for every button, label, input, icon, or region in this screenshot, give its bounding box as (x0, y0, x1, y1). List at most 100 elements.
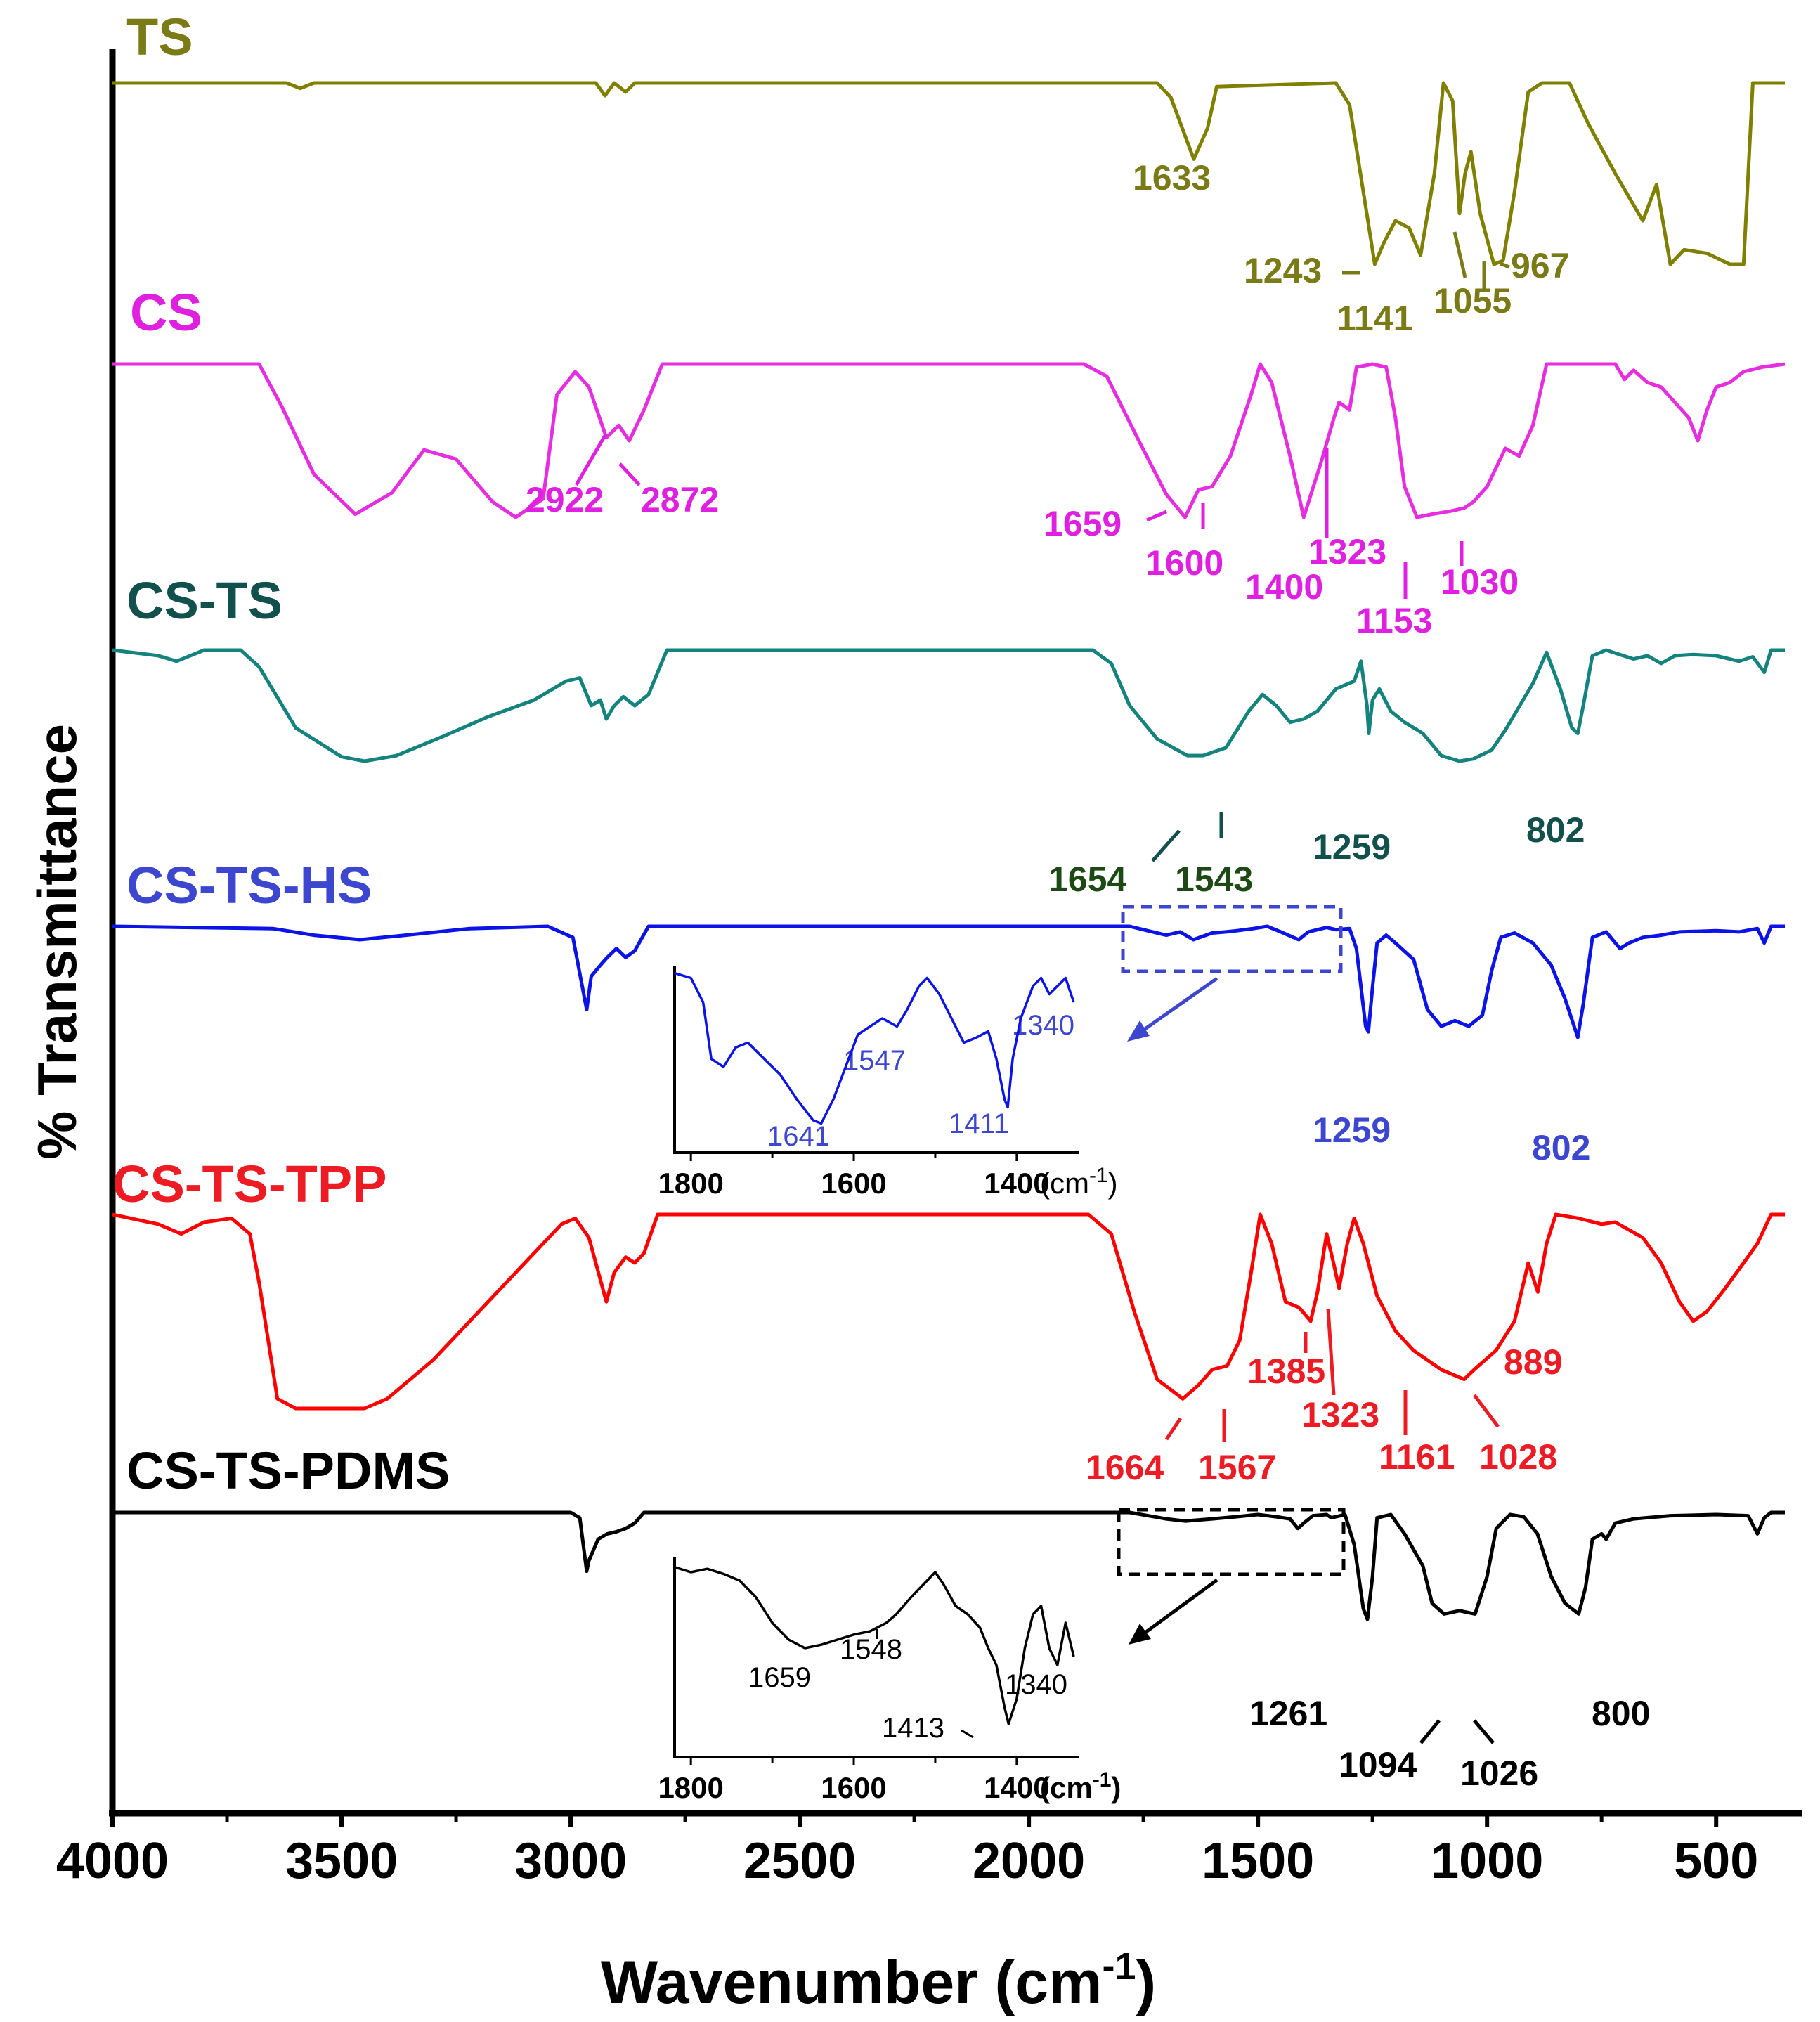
peak-leader (1419, 1719, 1441, 1744)
inset-hs-ticks: 1800 1600 1400 (658, 1153, 1050, 1200)
peak-label: 1659 (1044, 504, 1122, 543)
peak-label: 1028 (1479, 1437, 1557, 1477)
peak-label: 1633 (1133, 158, 1211, 197)
peak-label: 1411 (949, 1108, 1009, 1139)
x-axis-label-text: Wavenumber (cm (601, 1949, 1103, 2016)
spectrum-line-cs-ts-pdms (112, 1510, 1785, 1621)
zoom-arrowhead-hs (1127, 1020, 1150, 1042)
peak-leader (1151, 829, 1181, 862)
peak-label: 1340 (1005, 1669, 1067, 1700)
inset-hs: 1800 1600 1400 (cm-1) 1641 1547 1411 1340 (658, 966, 1118, 1200)
x-axis-label-sup: -1 (1103, 1945, 1136, 1988)
peak-label: 802 (1526, 810, 1585, 850)
cs-ts-tpp-peak-labels: 1385 1323 889 1664 1567 1161 1028 (1086, 1342, 1562, 1487)
spectrum-line-cs (112, 362, 1786, 519)
peak-label: 1659 (748, 1662, 811, 1693)
zoom-region-hs (1121, 905, 1343, 973)
series-label-cs-ts-pdms: CS-TS-PDMS (126, 1441, 450, 1500)
peak-leader (1164, 1417, 1183, 1441)
ts-peak-leaders (1342, 231, 1510, 292)
inset-pdms-ticks: 1800 1600 1400 (658, 1757, 1050, 1804)
inset-unit-text: (cm (1040, 1167, 1089, 1200)
x-tick-label: 1500 (1202, 1833, 1314, 1889)
peak-label: 2922 (526, 480, 604, 519)
peak-label: 1547 (843, 1045, 906, 1076)
inset-tick-label: 1600 (821, 1167, 886, 1200)
peak-label: 1259 (1313, 1110, 1391, 1150)
x-axis-label-close: ) (1136, 1949, 1157, 2016)
zoom-arrow-pdms (1137, 1578, 1218, 1640)
peak-label: 1413 (882, 1713, 944, 1744)
peak-label: 1026 (1460, 1754, 1538, 1793)
peak-leader (1452, 231, 1467, 278)
peak-label: 889 (1504, 1342, 1562, 1382)
ts-peak-labels: 1633 1243 1141 1055 967 (1133, 158, 1569, 338)
peak-label: 1141 (1337, 299, 1412, 338)
peak-leader (1500, 261, 1510, 269)
peak-label: 967 (1511, 246, 1569, 285)
x-tick-label: 3500 (285, 1833, 398, 1889)
inset-unit: (cm-1) (1040, 1768, 1121, 1804)
peak-label: 1323 (1308, 532, 1386, 571)
zoom-arrow-hs (1136, 976, 1218, 1037)
series-label-cs-ts-hs: CS-TS-HS (126, 856, 372, 914)
peak-label: 1259 (1313, 827, 1391, 867)
cs-ts-peak-leaders (1151, 812, 1223, 862)
cs-ts-hs-peak-labels: 1259 802 (1313, 1110, 1590, 1167)
peak-label: 1548 (840, 1634, 902, 1665)
peak-label: 1641 (767, 1121, 830, 1152)
x-tick-label: 500 (1674, 1833, 1758, 1889)
peak-label: 802 (1532, 1128, 1590, 1167)
peak-leader (1473, 1394, 1500, 1428)
peak-label: 1094 (1339, 1745, 1417, 1784)
peak-label: 1323 (1301, 1395, 1379, 1434)
inset-tick-label: 1800 (658, 1771, 723, 1804)
spectrum-line-ts (112, 81, 1785, 266)
inset-hs-peak-labels: 1641 1547 1411 1340 (767, 1010, 1074, 1152)
peak-label: 1664 (1086, 1448, 1164, 1487)
cs-peak-labels: 2922 2872 1659 1600 1400 1323 1153 1030 (526, 480, 1519, 640)
peak-label: 1055 (1434, 281, 1512, 320)
peak-leader (618, 462, 641, 486)
peak-leader (961, 1729, 974, 1739)
series-label-ts: TS (126, 8, 193, 66)
inset-tick-label: 1600 (821, 1771, 886, 1804)
peak-label: 1600 (1145, 543, 1223, 583)
inset-tick-label: 1400 (984, 1771, 1049, 1804)
cs-ts-tpp-peak-leaders (1164, 1308, 1500, 1442)
series-label-cs-ts-tpp: CS-TS-TPP (112, 1155, 387, 1213)
cs-peak-leaders (574, 433, 1464, 599)
peak-label: 1030 (1441, 562, 1519, 602)
x-tick-label: 3000 (514, 1833, 627, 1889)
x-axis-ticks: 4000 3500 3000 2500 2000 1500 1000 500 (56, 1813, 1758, 1889)
x-tick-label: 2500 (743, 1833, 856, 1889)
inset-unit-sup: -1 (1093, 1768, 1112, 1791)
cs-ts-pdms-peak-labels: 1261 800 1094 1026 (1249, 1694, 1650, 1793)
peak-label: 1654 (1048, 860, 1126, 899)
x-axis-label: Wavenumber (cm-1) (601, 1945, 1156, 2016)
series-label-cs: CS (130, 283, 202, 342)
cs-ts-pdms-peak-leaders (1419, 1719, 1495, 1744)
inset-unit: (cm-1) (1040, 1164, 1118, 1200)
spectra (112, 81, 1786, 1621)
zoom-region-pdms (1117, 1508, 1346, 1576)
inset-spectrum-line (674, 1566, 1075, 1725)
peak-label: 1261 (1249, 1694, 1327, 1733)
peak-label: 1243 (1244, 251, 1322, 290)
inset-spectrum-line (674, 971, 1075, 1125)
peak-label: 1567 (1198, 1448, 1276, 1487)
x-tick-label: 1000 (1431, 1833, 1543, 1889)
inset-pdms: 1800 1600 1400 (cm-1) 1659 1548 1413 1340 (658, 1557, 1121, 1804)
y-axis-label: % Transmittance (26, 724, 88, 1160)
spectrum-line-cs-ts-hs (112, 924, 1785, 1039)
x-tick-label: 2000 (973, 1833, 1085, 1889)
series-label-cs-ts: CS-TS (126, 571, 282, 630)
peak-leader (1326, 1308, 1336, 1396)
spectrum-line-cs-ts-tpp (112, 1212, 1785, 1411)
x-tick-label: 4000 (56, 1833, 169, 1889)
inset-tick-label: 1800 (658, 1167, 723, 1200)
inset-pdms-peak-labels: 1659 1548 1413 1340 (748, 1634, 1067, 1744)
peak-leader (1146, 510, 1167, 522)
zoom-arrowhead-pdms (1129, 1624, 1151, 1645)
